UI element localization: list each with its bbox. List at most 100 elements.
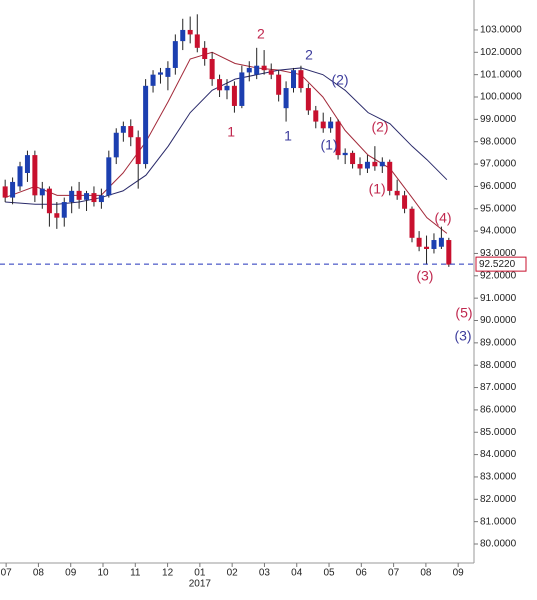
y-tick-label: 97.0000 <box>480 159 517 170</box>
candle-body <box>409 208 415 238</box>
candle-body <box>364 161 370 169</box>
candle-body <box>446 240 452 265</box>
candle-body <box>231 85 237 106</box>
candle-body <box>379 161 385 167</box>
candle-body <box>39 188 45 196</box>
candle-body <box>106 157 112 196</box>
candle-body <box>387 161 393 191</box>
y-tick-label: 81.0000 <box>480 516 517 527</box>
candle-body <box>372 161 378 167</box>
y-tick-label: 92.0000 <box>480 270 517 281</box>
candle-body <box>172 41 178 68</box>
y-tick-label: 98.0000 <box>480 136 517 147</box>
candle-body <box>261 65 267 71</box>
x-tick-label: 10 <box>97 568 109 579</box>
candle-body <box>180 29 186 42</box>
candle-body <box>2 186 8 198</box>
candle-body <box>246 67 252 73</box>
candle-body <box>291 70 297 89</box>
candle-body <box>187 29 193 35</box>
wave-annotation: (5) <box>455 305 472 321</box>
x-tick-label: 09 <box>65 568 77 579</box>
x-tick-label: 06 <box>356 568 368 579</box>
x-tick-label: 09 <box>453 568 465 579</box>
price-label-box <box>475 256 527 272</box>
x-tick-label: 12 <box>162 568 174 579</box>
candle-body <box>217 79 223 91</box>
x-tick-label: 02 <box>227 568 239 579</box>
wave-annotation: (2) <box>371 119 388 135</box>
x-tick-label: 03 <box>259 568 271 579</box>
y-tick-label: 95.0000 <box>480 203 517 214</box>
candle-body <box>357 164 363 169</box>
candle-body <box>165 67 171 77</box>
y-tick-label: 85.0000 <box>480 427 517 438</box>
candle-body <box>305 88 311 111</box>
candle-body <box>120 126 126 133</box>
candle-body <box>91 193 97 203</box>
year-label: 2017 <box>189 579 212 590</box>
candle-body <box>209 59 215 80</box>
candle-body <box>350 152 356 165</box>
candle-body <box>113 132 119 158</box>
candle-body <box>157 72 163 75</box>
candle-body <box>10 181 16 198</box>
y-tick-label: 102.0000 <box>480 47 522 58</box>
candle-body <box>313 110 319 122</box>
candle-body <box>239 72 245 106</box>
y-tick-label: 96.0000 <box>480 181 517 192</box>
y-tick-label: 87.0000 <box>480 382 517 393</box>
candle-body <box>424 246 430 249</box>
candle-body <box>61 202 67 218</box>
candle-body <box>69 190 75 203</box>
y-tick-label: 86.0000 <box>480 405 517 416</box>
candle-body <box>76 190 82 200</box>
candle-body <box>283 88 289 109</box>
candle-body <box>24 155 30 173</box>
y-tick-label: 89.0000 <box>480 337 517 348</box>
y-tick-label: 93.0000 <box>480 248 517 259</box>
candle-body <box>298 70 304 89</box>
y-tick-label: 80.0000 <box>480 539 517 550</box>
candle-body <box>268 70 274 75</box>
y-tick-label: 101.0000 <box>480 69 522 80</box>
candle-body <box>394 190 400 196</box>
candle-body <box>328 121 334 129</box>
candle-body <box>84 193 90 200</box>
x-tick-label: 08 <box>420 568 432 579</box>
wave-annotation: 1 <box>284 128 292 144</box>
wave-annotation: 1 <box>227 124 235 140</box>
candle-body <box>17 166 23 187</box>
wave-annotation: (2) <box>331 72 348 88</box>
candle-body <box>135 137 141 165</box>
candle-body <box>194 34 200 48</box>
candle-body <box>46 188 52 214</box>
candle-body <box>54 213 60 218</box>
candle-body <box>342 152 348 156</box>
candle-body <box>438 237 444 247</box>
candle-body <box>202 47 208 60</box>
y-tick-label: 91.0000 <box>480 293 517 304</box>
y-tick-label: 99.0000 <box>480 114 517 125</box>
wave-annotation: (1) <box>369 181 386 197</box>
wave-annotation: (1) <box>320 137 337 153</box>
y-tick-label: 103.0000 <box>480 25 522 36</box>
y-tick-label: 94.0000 <box>480 226 517 237</box>
wave-annotation: (3) <box>416 268 433 284</box>
y-tick-label: 88.0000 <box>480 360 517 371</box>
candle-body <box>416 237 422 247</box>
candle-body <box>320 121 326 129</box>
x-tick-label: 08 <box>33 568 45 579</box>
y-tick-label: 100.0000 <box>480 92 522 103</box>
y-tick-label: 82.0000 <box>480 494 517 505</box>
price-label: 92.5220 <box>479 259 516 270</box>
x-tick-label: 11 <box>130 568 141 579</box>
candle-body <box>276 74 282 95</box>
candle-body <box>150 74 156 86</box>
x-tick-label: 07 <box>1 568 13 579</box>
candle-body <box>254 65 260 75</box>
candle-body <box>32 155 38 196</box>
y-tick-label: 84.0000 <box>480 449 517 460</box>
